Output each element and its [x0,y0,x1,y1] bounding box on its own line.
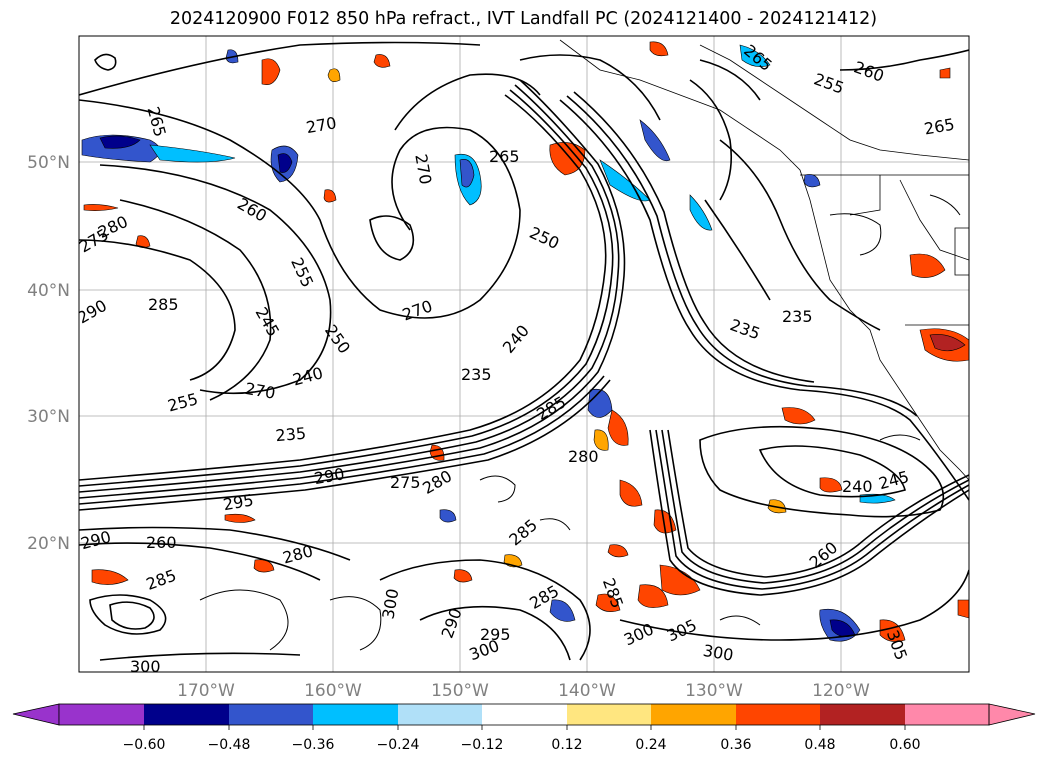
shaded-anomalies [81,41,969,642]
latitude-labels: 50°N 40°N 30°N 20°N [27,153,70,554]
colorbar-segment [313,704,398,725]
lon-label-160w: 160°W [304,681,362,701]
colorbar-label: −0.36 [292,737,335,753]
colorbar-segment [567,704,651,725]
lat-label-40n: 40°N [27,281,70,301]
lat-label-20n: 20°N [27,534,70,554]
colorbar-segment [398,704,482,725]
contour-label: 275 [390,473,421,492]
colorbar-segment [144,704,229,725]
coastlines [559,39,969,481]
colorbar-label: −0.24 [377,737,420,753]
colorbar-label: 0.12 [551,737,582,753]
colorbar-label: 0.36 [720,737,751,753]
colorbar-extend-high [988,703,1036,726]
map-plot-area: 265 270 265 270 265 260 255 260 265 275 … [79,36,969,676]
colorbar-segment [229,704,313,725]
colorbar-segment [59,704,144,725]
contour-label: 265 [489,147,520,166]
colorbar-extend-low [12,703,60,726]
contour-label: 280 [568,447,599,466]
colorbar-label: 0.24 [635,737,666,753]
colorbar-label: −0.12 [461,737,504,753]
contour-label: 260 [146,533,177,552]
lon-label-140w: 140°W [558,681,616,701]
lon-label-150w: 150°W [431,681,489,701]
map-title: 2024120900 F012 850 hPa refract., IVT La… [169,9,878,29]
lat-label-30n: 30°N [27,407,70,427]
colorbar-segment [820,704,905,725]
lon-label-130w: 130°W [685,681,743,701]
minor-contours [199,194,961,651]
contour-label: 300 [130,657,161,676]
contour-label: 235 [782,307,813,326]
colorbar-segment [905,704,989,725]
contour-label: 235 [461,365,492,384]
colorbar: −0.60 −0.48 −0.36 −0.24 −0.12 0.12 0.24 … [12,703,1036,753]
contour-label: 285 [148,295,179,314]
colorbar-segment [736,704,820,725]
colorbar-label: 0.60 [889,737,920,753]
plot-frame [78,35,970,673]
contour-label: 235 [275,424,307,446]
lon-label-120w: 120°W [812,681,870,701]
contour-label: 295 [480,625,511,644]
lon-label-170w: 170°W [177,681,235,701]
colorbar-segment [482,704,567,725]
colorbar-segment [651,704,736,725]
colorbar-label: −0.60 [123,737,166,753]
longitude-labels: 170°W 160°W 150°W 140°W 130°W 120°W [177,681,870,701]
colorbar-label: −0.48 [208,737,251,753]
colorbar-label: 0.48 [804,737,835,753]
contours [79,41,969,661]
contour-label: 240 [842,477,873,496]
lat-label-50n: 50°N [27,153,70,173]
